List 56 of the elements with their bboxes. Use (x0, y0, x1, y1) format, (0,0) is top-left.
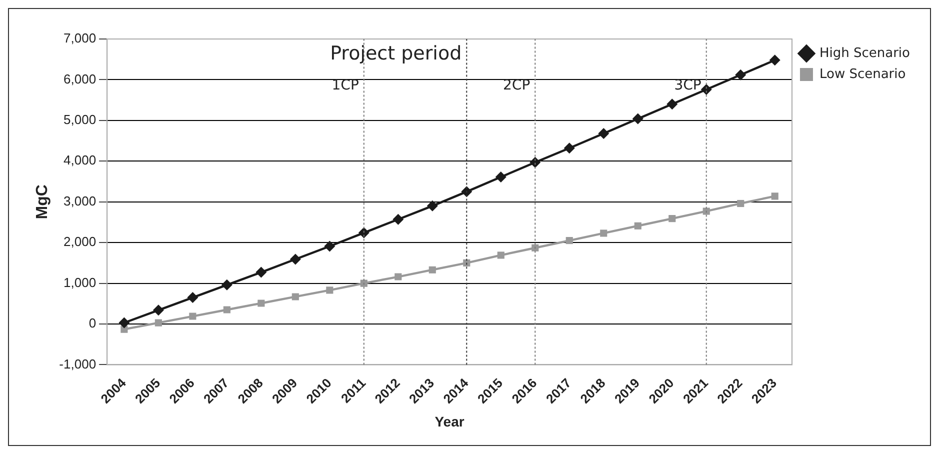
y-tick-label: 5,000 (64, 112, 96, 128)
point (154, 319, 162, 326)
point (152, 304, 164, 316)
point (666, 98, 678, 110)
ref-line-label: 1CP (332, 78, 359, 94)
point (771, 192, 778, 200)
point (702, 208, 710, 215)
y-axis-title: MgC (34, 184, 52, 220)
y-tick-label: -1,000 (59, 356, 96, 372)
point (118, 317, 130, 328)
point (700, 84, 712, 95)
point (497, 252, 504, 259)
point (495, 172, 506, 183)
point (566, 237, 573, 244)
point (463, 259, 470, 266)
point (258, 300, 265, 307)
point (358, 227, 370, 238)
point (600, 230, 608, 237)
y-tick-label: 0 (88, 316, 96, 331)
point (326, 286, 334, 294)
point (292, 293, 299, 300)
point (428, 266, 436, 274)
point (221, 279, 232, 290)
point (394, 273, 402, 280)
point (290, 254, 301, 265)
point (256, 266, 267, 278)
point (737, 200, 744, 208)
point (769, 54, 780, 66)
point (223, 306, 230, 314)
point (632, 113, 644, 124)
point (189, 312, 196, 320)
point (392, 214, 404, 225)
point (668, 215, 676, 222)
y-tick-label: 1,000 (64, 274, 96, 290)
point (426, 200, 438, 212)
legend-label: Low Scenario (819, 66, 906, 82)
point (634, 222, 642, 230)
ref-line-label: 3CP (674, 78, 702, 94)
y-tick-label: 3,000 (64, 193, 96, 208)
point (735, 69, 746, 80)
point (598, 128, 610, 139)
point (324, 240, 336, 252)
y-tick-label: 7,000 (64, 30, 96, 46)
point (564, 142, 575, 154)
point (532, 244, 539, 252)
ref-line-label: 2CP (503, 78, 530, 94)
legend-label: High Scenario (819, 46, 910, 61)
x-axis-title: Year (434, 413, 465, 430)
y-tick-label: 4,000 (64, 152, 96, 168)
y-tick-label: 2,000 (64, 234, 96, 250)
ref-line-label: Project period (330, 42, 462, 64)
point (187, 292, 198, 304)
point (530, 156, 541, 168)
point (360, 280, 368, 287)
y-tick-label: 6,000 (64, 71, 96, 86)
point (461, 186, 472, 198)
